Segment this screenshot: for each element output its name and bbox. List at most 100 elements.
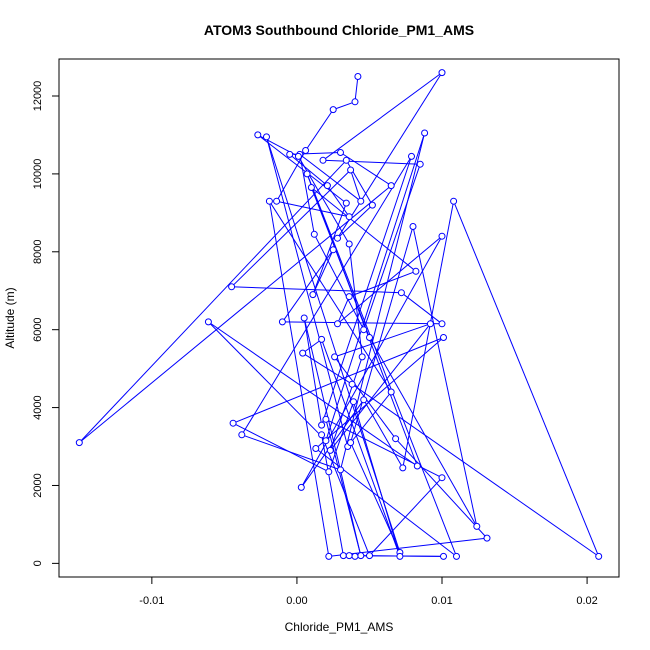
series-segment	[299, 154, 362, 202]
x-tick-label: 0.00	[286, 595, 307, 607]
data-point	[413, 462, 421, 470]
data-point	[409, 223, 417, 230]
data-point	[228, 283, 236, 291]
data-point	[334, 234, 341, 242]
data-point	[397, 289, 405, 297]
series-segment	[325, 419, 362, 556]
data-point	[438, 320, 446, 328]
y-tick-label: 8000	[32, 240, 44, 264]
series-segment	[305, 109, 334, 151]
series-segment	[351, 383, 599, 557]
series-segment	[232, 422, 330, 473]
series-segment	[337, 235, 443, 325]
data-point	[325, 468, 333, 476]
data-point	[238, 431, 246, 439]
data-point	[297, 483, 305, 491]
data-point	[347, 166, 355, 174]
series-segment	[78, 159, 347, 443]
data-point	[309, 291, 317, 299]
data-point	[438, 69, 446, 77]
data-point	[357, 197, 365, 205]
data-point	[366, 552, 373, 560]
data-point	[438, 474, 446, 482]
series-segment	[289, 154, 328, 186]
x-tick-label: 0.02	[576, 595, 597, 607]
series-segment	[453, 201, 600, 557]
data-point	[278, 318, 286, 326]
data-point	[307, 184, 315, 191]
data-point	[318, 335, 326, 343]
data-point	[322, 415, 330, 423]
series-segment	[337, 72, 443, 239]
series-segment	[354, 76, 359, 102]
data-point	[453, 552, 460, 560]
series-segment	[337, 296, 350, 324]
series-segment	[369, 337, 478, 527]
data-point	[408, 152, 415, 160]
chart-title: ATOM3 Southbound Chloride_PM1_AMS	[204, 22, 474, 38]
data-point	[440, 334, 447, 341]
data-point	[399, 464, 407, 472]
series-segment	[322, 72, 443, 161]
data-point	[396, 552, 404, 560]
series-segment	[268, 200, 392, 393]
series-segment	[313, 234, 365, 330]
y-axis: 0 2000 4000 6000 8000 10000 12000	[32, 81, 60, 566]
series-segment	[321, 434, 370, 556]
data-point	[319, 156, 327, 164]
x-axis-label: Chloride_PM1_AMS	[285, 620, 394, 634]
data-point	[360, 396, 368, 404]
data-point	[318, 431, 326, 439]
data-point	[473, 522, 481, 530]
series-segment	[208, 321, 418, 467]
data-point	[322, 437, 330, 445]
data-point	[438, 232, 446, 240]
series-segment	[328, 401, 354, 472]
data-point	[265, 197, 273, 205]
series-segment	[333, 101, 356, 111]
data-point	[348, 380, 356, 388]
series-segment	[363, 399, 404, 469]
data-point	[357, 552, 365, 560]
data-point	[440, 552, 447, 560]
data-point	[351, 552, 359, 560]
data-point	[421, 129, 429, 137]
series-segment	[334, 323, 431, 358]
data-point	[342, 199, 350, 207]
data-point	[331, 353, 339, 361]
series-segment	[306, 173, 418, 467]
data-point	[339, 552, 347, 560]
y-tick-label: 12000	[32, 81, 44, 112]
x-tick-label: -0.01	[139, 595, 164, 607]
y-tick-label: 6000	[32, 317, 44, 341]
data-point	[342, 156, 350, 164]
series-segment	[312, 202, 347, 295]
data-point	[351, 98, 359, 106]
data-point	[345, 552, 353, 560]
series-segment	[300, 235, 443, 488]
data-point	[312, 445, 320, 452]
series-segment	[349, 555, 444, 557]
y-tick-label: 4000	[32, 395, 44, 419]
series-segment	[395, 438, 488, 539]
series-line-group	[78, 72, 600, 557]
data-point	[300, 314, 308, 322]
data-point	[334, 320, 341, 328]
series-segment	[299, 154, 315, 235]
series-points-group	[75, 69, 603, 560]
data-point	[326, 446, 334, 454]
series-segment	[303, 317, 323, 426]
series-segment	[232, 337, 444, 424]
series-segment	[266, 136, 349, 447]
x-tick-label: 0.01	[431, 595, 452, 607]
series-segment	[402, 201, 455, 468]
series-segment	[315, 337, 444, 449]
data-point	[354, 73, 362, 80]
series-segment	[350, 226, 414, 443]
data-point	[337, 149, 344, 156]
data-point	[416, 160, 424, 168]
series-segment	[312, 249, 334, 295]
series-segment	[349, 270, 417, 298]
data-point	[325, 552, 333, 560]
data-point	[345, 293, 353, 301]
